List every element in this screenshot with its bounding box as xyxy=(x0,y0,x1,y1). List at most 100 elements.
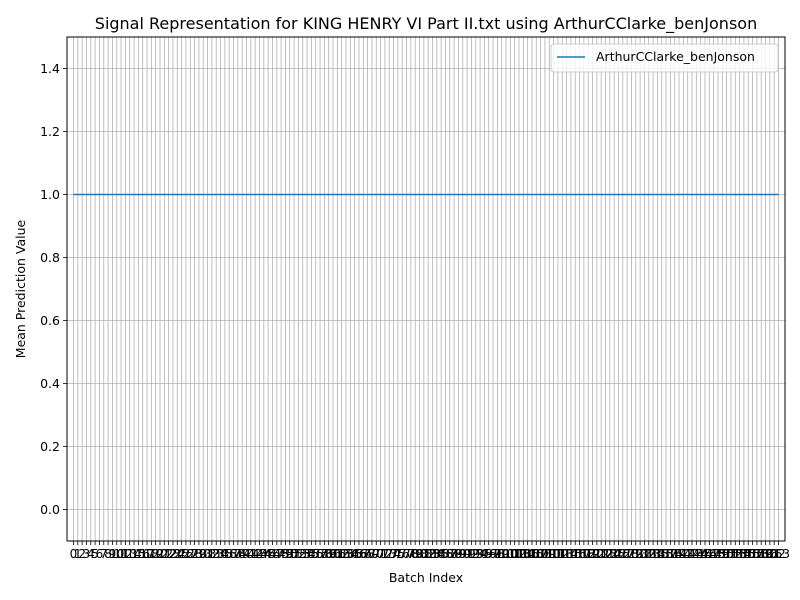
x-tick-label: 147 xyxy=(698,547,721,561)
x-tick-label: 104 xyxy=(512,547,535,561)
x-tick-label: 143 xyxy=(681,547,704,561)
x-tick-label: 126 xyxy=(607,547,630,561)
x-tick-label: 9 xyxy=(109,547,117,561)
x-tick-label: 36 xyxy=(222,547,237,561)
x-tick-label: 98 xyxy=(490,547,505,561)
x-tick-label: 5 xyxy=(91,547,99,561)
x-tick-label: 101 xyxy=(499,547,522,561)
x-tick-label: 19 xyxy=(148,547,163,561)
x-tick-label: 145 xyxy=(689,547,712,561)
x-tick-label: 62 xyxy=(334,547,349,561)
x-tick-label: 32 xyxy=(204,547,219,561)
x-tick-label: 127 xyxy=(611,547,634,561)
x-tick-label: 25 xyxy=(174,547,189,561)
x-tick-label: 66 xyxy=(351,547,366,561)
x-ticks: 0123456789101112131415161718192021222324… xyxy=(70,541,790,561)
x-tick-label: 142 xyxy=(676,547,699,561)
x-tick-label: 149 xyxy=(707,547,730,561)
x-tick-label: 155 xyxy=(732,547,755,561)
x-tick-label: 57 xyxy=(312,547,327,561)
x-tick-label: 130 xyxy=(624,547,647,561)
x-tick-label: 144 xyxy=(685,547,708,561)
x-tick-label: 117 xyxy=(568,547,591,561)
x-tick-label: 140 xyxy=(668,547,691,561)
x-tick-label: 125 xyxy=(603,547,626,561)
x-tick-label: 58 xyxy=(317,547,332,561)
x-tick-label: 124 xyxy=(598,547,621,561)
x-tick-label: 52 xyxy=(291,547,306,561)
x-tick-label: 109 xyxy=(533,547,556,561)
x-tick-label: 119 xyxy=(577,547,600,561)
x-tick-label: 75 xyxy=(390,547,405,561)
x-tick-label: 53 xyxy=(295,547,310,561)
x-tick-label: 41 xyxy=(243,547,258,561)
x-tick-label: 107 xyxy=(525,547,548,561)
x-tick-label: 100 xyxy=(495,547,518,561)
x-tick-label: 18 xyxy=(144,547,159,561)
x-tick-label: 105 xyxy=(516,547,539,561)
x-tick-label: 94 xyxy=(472,547,487,561)
x-tick-label: 20 xyxy=(152,547,167,561)
x-tick-label: 6 xyxy=(96,547,104,561)
x-tick-label: 93 xyxy=(468,547,483,561)
legend: ArthurCClarke_benJonson xyxy=(550,43,779,73)
x-tick-label: 51 xyxy=(286,547,301,561)
x-tick-label: 11 xyxy=(113,547,128,561)
x-tick-label: 67 xyxy=(356,547,371,561)
x-tick-label: 162 xyxy=(763,547,786,561)
x-tick-label: 89 xyxy=(451,547,466,561)
x-tick-label: 139 xyxy=(663,547,686,561)
x-tick-label: 39 xyxy=(235,547,250,561)
x-tick-label: 103 xyxy=(508,547,531,561)
y-tick-label: 0.2 xyxy=(40,439,60,454)
x-tick-label: 16 xyxy=(135,547,150,561)
x-tick-label: 71 xyxy=(373,547,388,561)
legend-box xyxy=(550,43,779,73)
x-tick-label: 46 xyxy=(265,547,280,561)
x-tick-label: 134 xyxy=(642,547,665,561)
legend-label: ArthurCClarke_benJonson xyxy=(596,49,755,64)
x-tick-label: 114 xyxy=(555,547,578,561)
x-tick-label: 50 xyxy=(282,547,297,561)
x-tick-label: 42 xyxy=(248,547,263,561)
grid-layer xyxy=(67,37,785,541)
x-tick-label: 78 xyxy=(403,547,418,561)
x-tick-label: 13 xyxy=(122,547,137,561)
x-tick-label: 148 xyxy=(702,547,725,561)
x-tick-label: 135 xyxy=(646,547,669,561)
x-tick-label: 123 xyxy=(594,547,617,561)
x-tick-label: 45 xyxy=(260,547,275,561)
x-tick-label: 55 xyxy=(304,547,319,561)
x-tick-label: 47 xyxy=(269,547,284,561)
x-tick-label: 132 xyxy=(633,547,656,561)
x-tick-label: 48 xyxy=(273,547,288,561)
y-tick-label: 0.4 xyxy=(40,376,60,391)
x-tick-label: 54 xyxy=(299,547,314,561)
x-tick-label: 111 xyxy=(542,547,565,561)
x-tick-label: 118 xyxy=(572,547,595,561)
y-tick-label: 0.0 xyxy=(40,502,60,517)
x-tick-label: 23 xyxy=(165,547,180,561)
x-tick-label: 35 xyxy=(217,547,232,561)
x-tick-label: 152 xyxy=(719,547,742,561)
x-tick-label: 63 xyxy=(338,547,353,561)
x-tick-label: 12 xyxy=(118,547,133,561)
x-tick-label: 69 xyxy=(364,547,379,561)
x-tick-label: 14 xyxy=(126,547,141,561)
x-tick-label: 59 xyxy=(321,547,336,561)
plot-frame xyxy=(66,36,786,542)
x-tick-label: 37 xyxy=(226,547,241,561)
x-tick-label: 44 xyxy=(256,547,271,561)
x-tick-label: 136 xyxy=(650,547,673,561)
x-tick-label: 113 xyxy=(551,547,574,561)
x-tick-label: 121 xyxy=(585,547,608,561)
x-tick-label: 60 xyxy=(325,547,340,561)
x-tick-label: 128 xyxy=(616,547,639,561)
chart-title: Signal Representation for KING HENRY VI … xyxy=(95,14,757,34)
x-tick-label: 33 xyxy=(209,547,224,561)
x-tick-label: 99 xyxy=(494,547,509,561)
y-tick-label: 1.2 xyxy=(40,124,60,139)
x-tick-label: 68 xyxy=(360,547,375,561)
x-tick-label: 151 xyxy=(715,547,738,561)
x-tick-label: 30 xyxy=(196,547,211,561)
